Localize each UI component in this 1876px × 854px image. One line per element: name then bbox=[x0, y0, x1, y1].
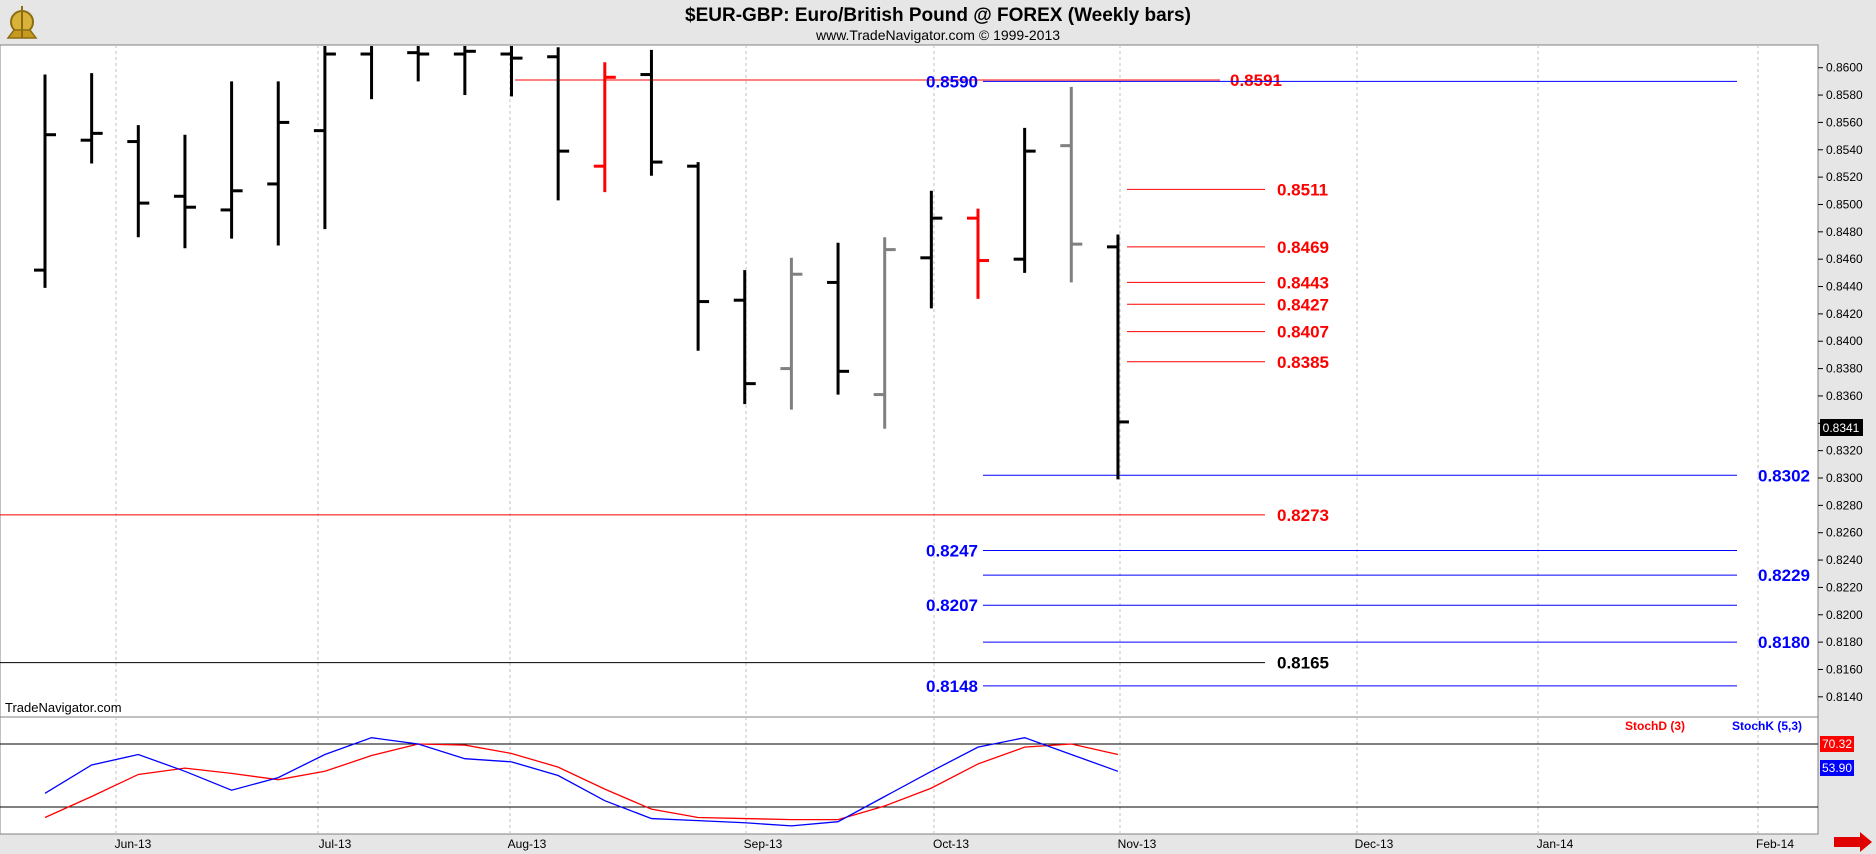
level-label: 0.8207 bbox=[926, 596, 978, 615]
level-label: 0.8273 bbox=[1277, 506, 1329, 525]
price-tick-label: 0.8160 bbox=[1826, 662, 1863, 676]
price-tick-label: 0.8360 bbox=[1826, 389, 1863, 403]
price-tick-label: 0.8460 bbox=[1826, 252, 1863, 266]
level-label: 0.8407 bbox=[1277, 323, 1329, 342]
stochastic-lines bbox=[0, 737, 1818, 827]
price-tick-label: 0.8600 bbox=[1826, 61, 1863, 75]
level-label: 0.8591 bbox=[1230, 71, 1282, 90]
level-label: 0.8165 bbox=[1277, 654, 1329, 673]
price-tick-label: 0.8420 bbox=[1826, 307, 1863, 321]
watermark: TradeNavigator.com bbox=[5, 700, 122, 715]
chart-title: $EUR-GBP: Euro/British Pound @ FOREX (We… bbox=[685, 5, 1191, 26]
stochastic-panel bbox=[0, 716, 1819, 835]
date-tick-label: Jul-13 bbox=[319, 837, 352, 851]
price-tick-label: 0.8480 bbox=[1826, 225, 1863, 239]
level-label: 0.8469 bbox=[1277, 238, 1329, 257]
price-levels: 0.8591 0.8590 0.8511 0.8469 0.8443 0.8427 0.84… bbox=[0, 71, 1810, 696]
date-axis: Jun-13 Jul-13 Aug-13 Sep-13 Oct-13 Nov-13 Dec-… bbox=[115, 837, 1795, 851]
level-label: 0.8302 bbox=[1758, 466, 1810, 485]
current-price-tag bbox=[1820, 419, 1863, 436]
date-tick-label: Jun-13 bbox=[115, 837, 152, 851]
stoch-k-value: 53.90 bbox=[1822, 761, 1852, 775]
ohlc-bars bbox=[34, 46, 1129, 480]
date-tick-label: Dec-13 bbox=[1355, 837, 1394, 851]
price-tick-label: 0.8240 bbox=[1826, 553, 1863, 567]
price-tick-label: 0.8500 bbox=[1826, 197, 1863, 211]
price-tick-label: 0.8320 bbox=[1826, 444, 1863, 458]
level-label: 0.8180 bbox=[1758, 633, 1810, 652]
price-tick-label: 0.8300 bbox=[1826, 471, 1863, 485]
price-tick-label: 0.8580 bbox=[1826, 88, 1863, 102]
date-tick-label: Feb-14 bbox=[1756, 837, 1794, 851]
stoch-d-value: 70.32 bbox=[1822, 737, 1852, 751]
price-tick-label: 0.8280 bbox=[1826, 498, 1863, 512]
stoch-d-value-tag bbox=[1820, 736, 1854, 752]
price-tick-label: 0.8260 bbox=[1826, 526, 1863, 540]
level-label: 0.8511 bbox=[1277, 180, 1328, 199]
chart-frame-top bbox=[0, 0, 1876, 45]
stoch-k-value-tag bbox=[1820, 760, 1854, 776]
date-tick-label: Nov-13 bbox=[1118, 837, 1157, 851]
price-tick-label: 0.8560 bbox=[1826, 115, 1863, 129]
level-label: 0.8247 bbox=[926, 541, 978, 560]
date-tick-label: Sep-13 bbox=[744, 837, 783, 851]
price-tick-label: 0.8220 bbox=[1826, 580, 1863, 594]
stoch-d-line bbox=[44, 743, 1119, 821]
date-tick-label: Aug-13 bbox=[508, 837, 547, 851]
level-label: 0.8385 bbox=[1277, 353, 1329, 372]
level-label: 0.8443 bbox=[1277, 273, 1329, 292]
tradenavigator-logo-icon bbox=[6, 6, 38, 39]
price-tick-label: 0.8400 bbox=[1826, 334, 1863, 348]
date-tick-label: Jan-14 bbox=[1537, 837, 1574, 851]
price-tick-label: 0.8180 bbox=[1826, 635, 1863, 649]
date-tick-label: Oct-13 bbox=[933, 837, 969, 851]
level-label: 0.8148 bbox=[926, 677, 978, 696]
chart-subtitle: www.TradeNavigator.com © 1999-2013 bbox=[815, 27, 1060, 43]
scroll-right-arrow-icon[interactable] bbox=[1834, 832, 1872, 852]
price-tick-label: 0.8520 bbox=[1826, 170, 1863, 184]
stoch-k-legend: StochK (5,3) bbox=[1732, 719, 1802, 733]
current-price-label: 0.8341 bbox=[1823, 421, 1860, 435]
chart-frame-bottom bbox=[0, 834, 1876, 854]
price-tick-label: 0.8380 bbox=[1826, 362, 1863, 376]
level-label: 0.8229 bbox=[1758, 566, 1810, 585]
price-tick-label: 0.8540 bbox=[1826, 143, 1863, 157]
price-panel bbox=[0, 44, 1819, 718]
level-label: 0.8590 bbox=[926, 72, 978, 91]
price-tick-label: 0.8440 bbox=[1826, 280, 1863, 294]
level-label: 0.8427 bbox=[1277, 295, 1329, 314]
price-tick-label: 0.8200 bbox=[1826, 608, 1863, 622]
stoch-d-legend: StochD (3) bbox=[1625, 719, 1685, 733]
stoch-k-line bbox=[44, 737, 1119, 827]
price-tick-label: 0.8140 bbox=[1826, 690, 1863, 704]
